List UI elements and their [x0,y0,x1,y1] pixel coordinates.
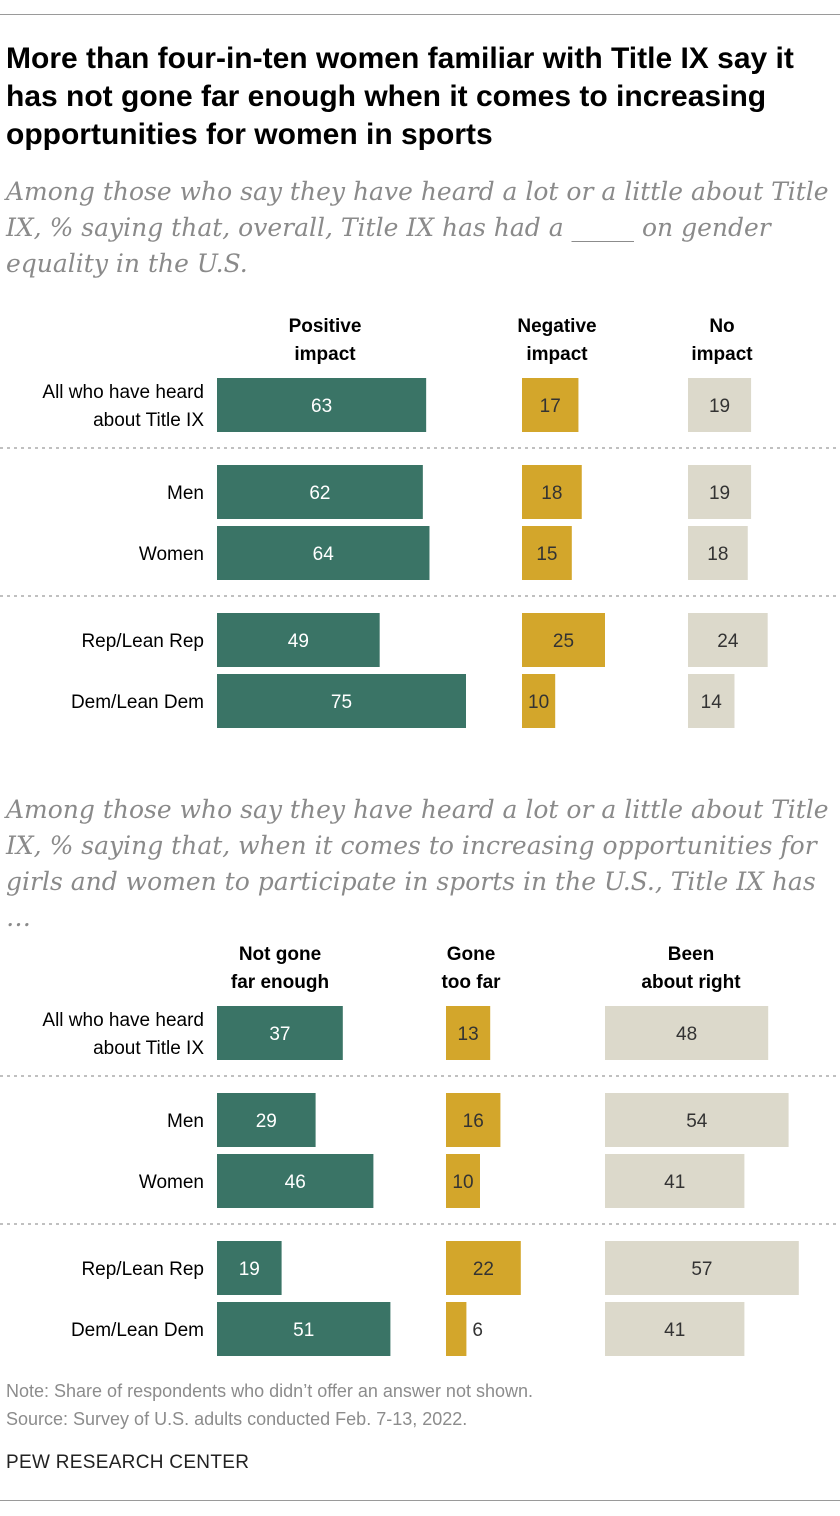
chart-1-bar [217,465,423,519]
chart-1-data-label: 18 [707,544,728,565]
chart-2-data-label: 41 [664,1172,685,1193]
chart-1-data-label: 25 [553,631,574,652]
chart-2-data-label: 51 [293,1320,314,1341]
chart-1-data-label: 15 [536,544,557,565]
chart-2-bar [217,1006,343,1060]
chart-1-category-label: All who have heard about Title IX [42,382,204,431]
chart-2-bar [217,1241,282,1295]
chart-2-bar [446,1154,480,1208]
chart-2-category-label: Women [139,1172,204,1193]
chart-2-bar [605,1093,789,1147]
chart-2-data-label: 37 [269,1024,290,1045]
chart-2-series-label: Gone too far [441,944,501,993]
chart-1: Positive impact Negative impact No impact All … [0,300,840,740]
chart-2-data-label: 13 [458,1024,479,1045]
chart-1-data-label: 49 [288,631,309,652]
chart-1-data-label: 19 [709,396,730,417]
chart-1-data-label: 63 [311,396,332,417]
chart-2-data-label: 54 [686,1111,708,1132]
chart-2-data-label: 6 [472,1320,483,1341]
chart-1-category-label: Rep/Lean Rep [81,631,204,652]
chart-2-svg: Not gone far enough Gone too far Been about r… [0,944,840,1356]
chart-1-bar [688,526,748,580]
chart-1-bar [217,378,427,432]
chart-1-svg: Positive impact Negative impact No impact All … [0,316,840,728]
chart-1-bar [522,526,572,580]
chart-1-data-label: 10 [528,692,549,713]
chart-2-bar [446,1241,521,1295]
chart-2-data-label: 48 [676,1024,697,1045]
chart-1-series-label: Negative impact [517,316,596,365]
chart-1-bar [522,613,605,667]
chart-1-series-label: Positive impact [289,316,362,365]
chart-1-category-label: Women [139,544,204,565]
chart-2-bar [446,1006,491,1060]
chart-2: Not gone far enough Gone too far Been about r… [0,928,840,1358]
top-rule [0,14,840,15]
chart-2-data-label: 29 [256,1111,277,1132]
chart-1-series-label: No impact [691,316,753,365]
chart-2-data-label: 10 [452,1172,473,1193]
chart-2-data-label: 19 [239,1259,260,1280]
chart-1-data-label: 17 [540,396,561,417]
chart-2-bar [605,1154,745,1208]
chart-2-category-label: Men [167,1111,204,1132]
chart-1-bar [522,378,579,432]
chart-1-bar [217,613,380,667]
chart-1-data-label: 62 [309,483,330,504]
chart-2-subtitle: Among those who say they have heard a lo… [6,795,829,932]
chart-1-data-label: 19 [709,483,730,504]
chart-1-bar [217,674,466,728]
source-text: Source: Survey of U.S. adults conducted … [6,1409,468,1429]
chart-1-bar [217,526,430,580]
chart-2-data-label: 16 [463,1111,484,1132]
chart-2-bar [446,1302,467,1356]
chart-2-data-label: 41 [664,1320,685,1341]
chart-1-bar [522,674,556,728]
chart-2-bar [605,1241,799,1295]
chart-2-data-label: 46 [285,1172,306,1193]
chart-2-data-label: 22 [473,1259,494,1280]
chart-1-data-label: 14 [701,692,723,713]
chart-1-data-label: 18 [541,483,562,504]
chart-1-bar [688,613,768,667]
chart-2-series-label: Been about right [641,944,741,993]
chart-1-bar [688,674,735,728]
chart-2-bar [217,1093,316,1147]
chart-1-data-label: 75 [331,692,352,713]
chart-1-bar [688,465,752,519]
chart-2-bar [217,1154,374,1208]
chart-2-category-label: All who have heard about Title IX [42,1010,204,1059]
brand-logo-text: PEW RESEARCH CENTER [6,1452,250,1473]
note-text: Note: Share of respondents who didn’t of… [6,1381,533,1401]
chart-title: More than four-in-ten women familiar wit… [6,42,794,151]
chart-1-bar [688,378,752,432]
chart-2-category-label: Dem/Lean Dem [71,1320,204,1341]
chart-1-category-label: Dem/Lean Dem [71,692,204,713]
chart-2-bar [605,1302,745,1356]
chart-1-bar [522,465,582,519]
chart-1-data-label: 64 [313,544,335,565]
bottom-rule [0,1500,840,1501]
chart-2-bar [446,1093,501,1147]
chart-1-subtitle: Among those who say they have heard a lo… [6,177,829,278]
chart-2-category-label: Rep/Lean Rep [81,1259,204,1280]
chart-2-series-label: Not gone far enough [231,944,329,993]
chart-2-bar [605,1006,769,1060]
chart-1-data-label: 24 [717,631,739,652]
chart-2-data-label: 57 [691,1259,712,1280]
chart-2-bar [217,1302,391,1356]
chart-1-category-label: Men [167,483,204,504]
